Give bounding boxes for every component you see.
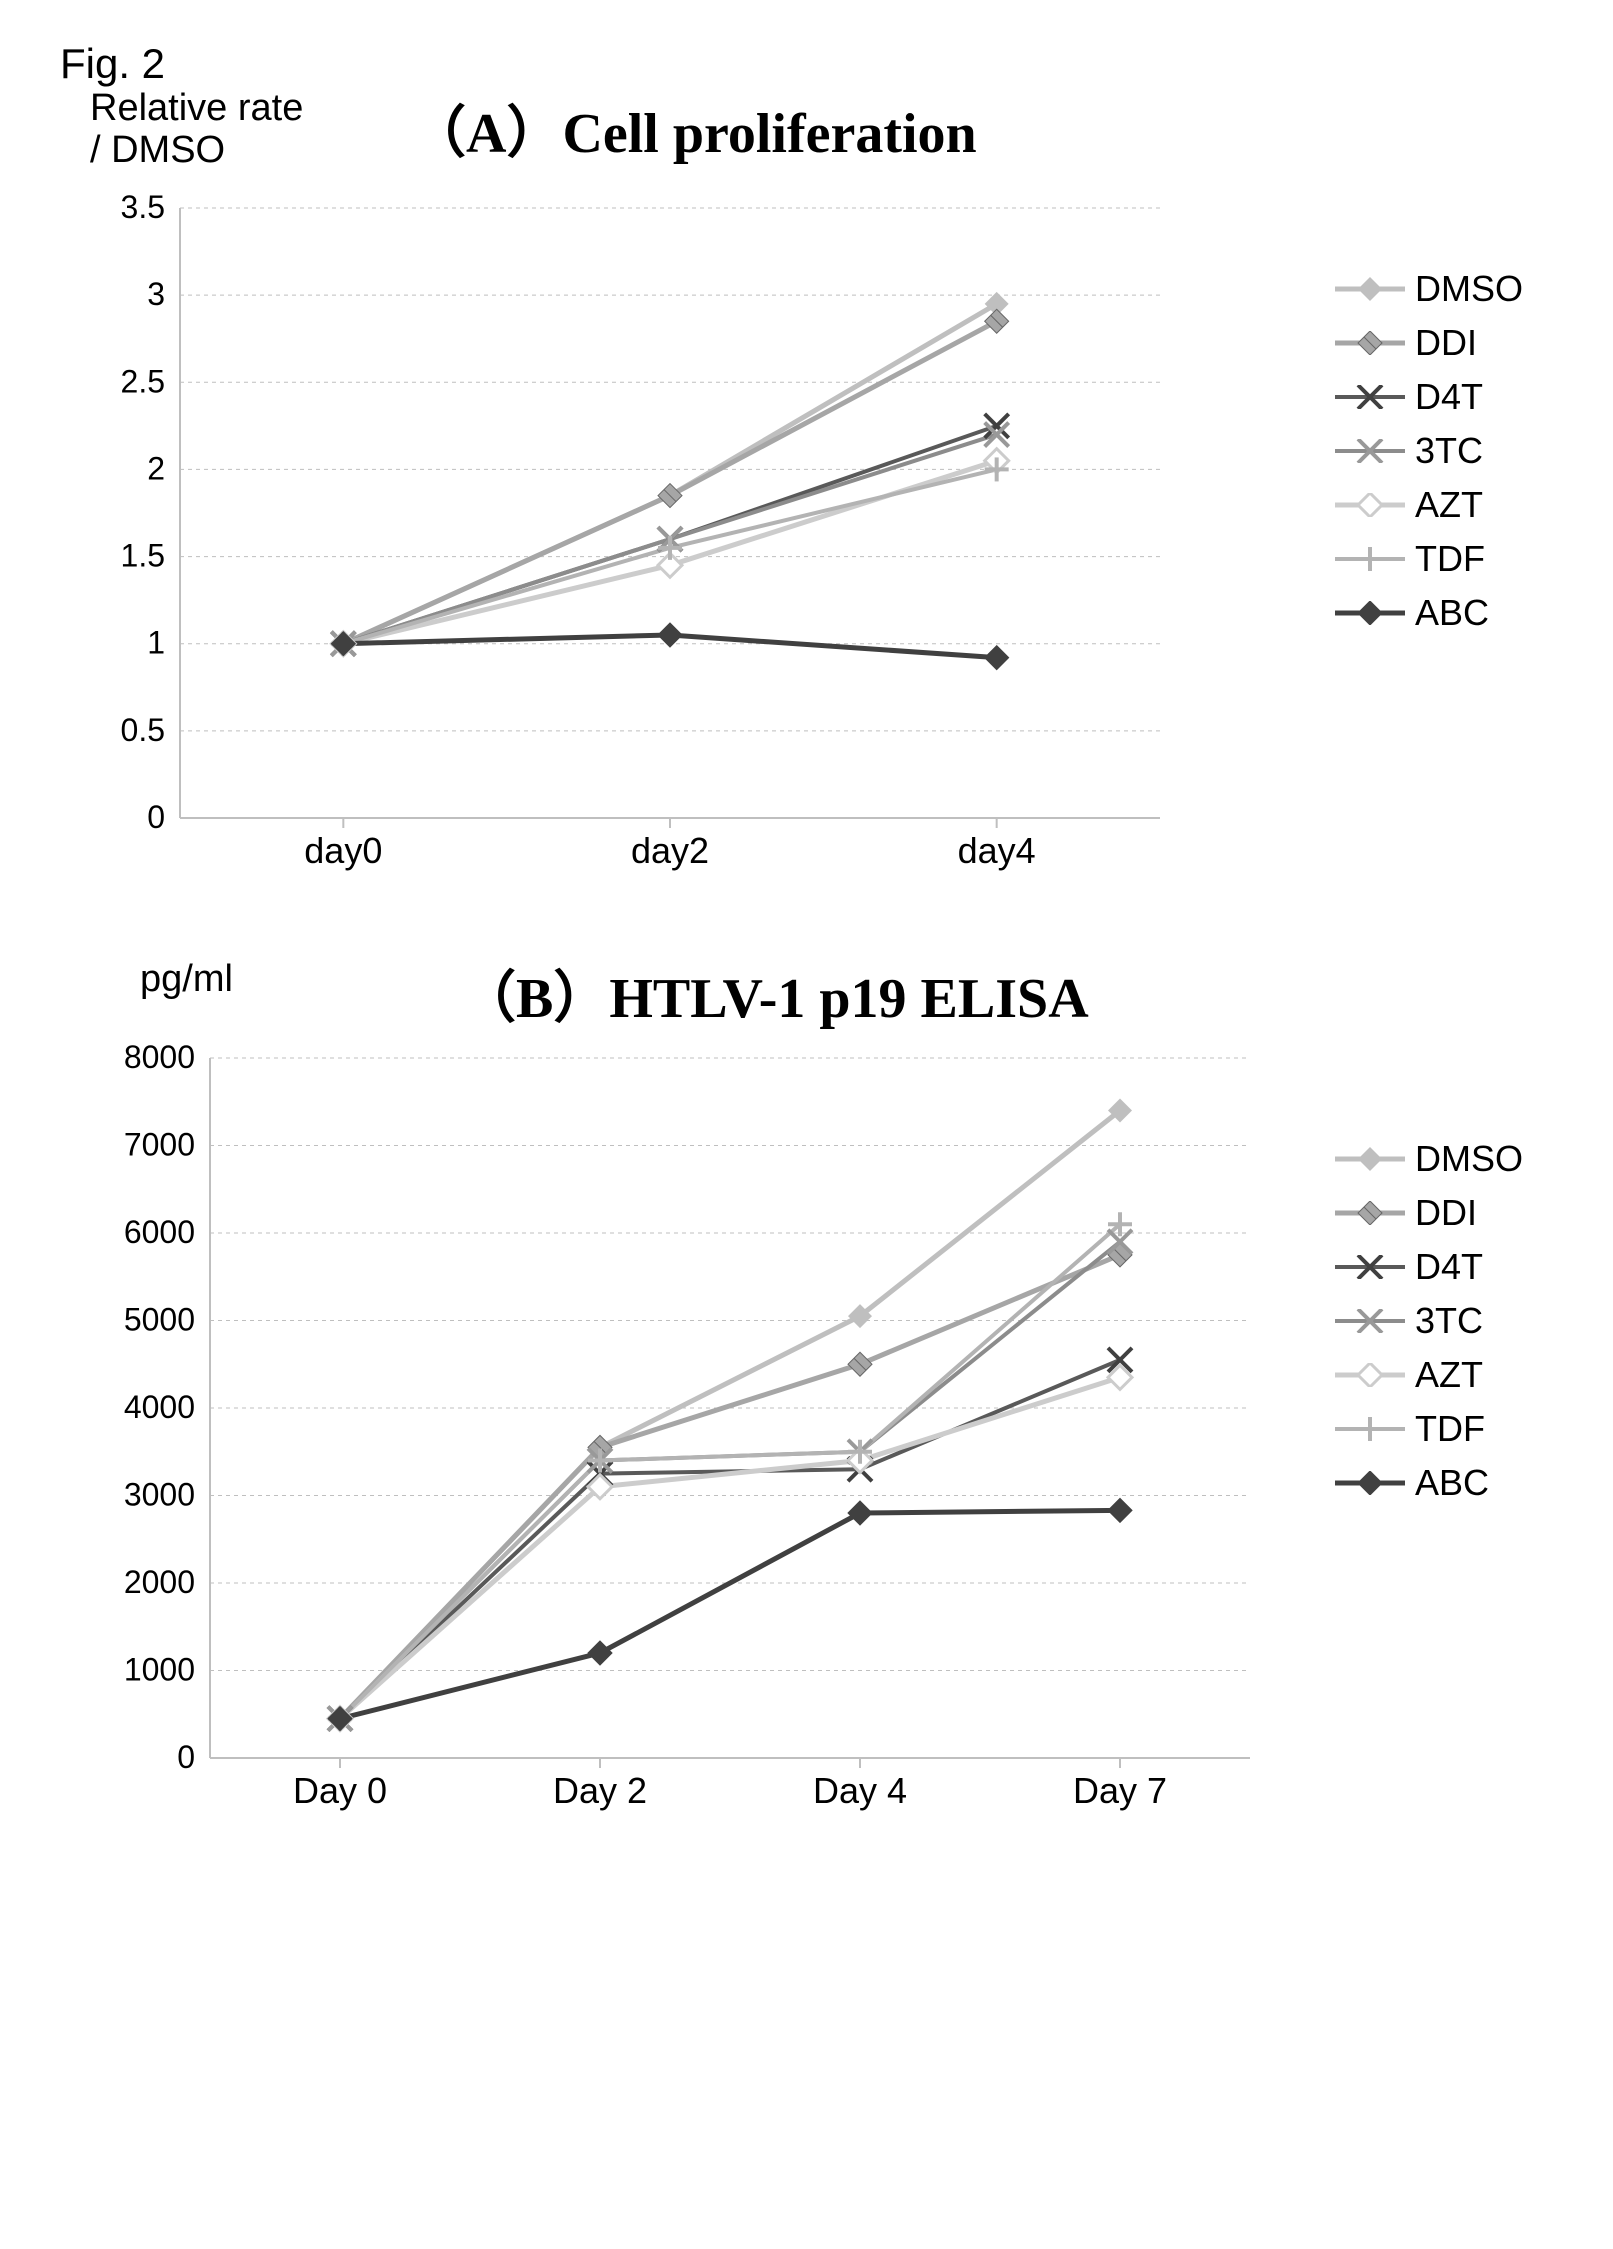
svg-text:day2: day2 (631, 830, 709, 871)
legend-label: AZT (1415, 484, 1483, 526)
svg-text:0: 0 (177, 1739, 195, 1775)
chart-b-svg: 0 1000 2000 3000 4000 5000 6000 7000 8000 Day 0 Da… (60, 1038, 1320, 1858)
legend-item: ABC (1335, 592, 1523, 634)
legend-label: 3TC (1415, 1300, 1483, 1342)
legend-item: DMSO (1335, 268, 1523, 310)
chart-b-legend: DMSO DDI D4T 3TC AZT TDF ABC (1335, 1138, 1523, 1516)
legend-label: DMSO (1415, 268, 1523, 310)
legend-label: D4T (1415, 1246, 1483, 1288)
chart-a-title: （A）Cell proliferation (410, 88, 977, 169)
legend-label: DDI (1415, 322, 1477, 364)
svg-text:4000: 4000 (124, 1389, 195, 1425)
legend-item: AZT (1335, 1354, 1523, 1396)
legend-label: ABC (1415, 592, 1489, 634)
legend-item: 3TC (1335, 1300, 1523, 1342)
svg-text:1000: 1000 (124, 1652, 195, 1688)
svg-text:1.5: 1.5 (121, 538, 165, 574)
legend-label: D4T (1415, 376, 1483, 418)
legend-item: 3TC (1335, 430, 1523, 472)
chart-a-block: Relative rate / DMSO （A）Cell proliferati… (60, 98, 1553, 858)
figure-label: Fig. 2 (60, 40, 1553, 88)
svg-text:Day 2: Day 2 (553, 1770, 647, 1811)
chart-a-title-text: Cell proliferation (562, 103, 976, 165)
legend-item: DDI (1335, 1192, 1523, 1234)
chart-a-legend: DMSO DDI D4T 3TC AZT TDF ABC (1335, 268, 1523, 646)
svg-text:8000: 8000 (124, 1039, 195, 1075)
chart-b-block: pg/ml （B）HTLV-1 p19 ELISA 01000200030004… (60, 978, 1553, 1858)
svg-text:Day 7: Day 7 (1073, 1770, 1167, 1811)
legend-item: ABC (1335, 1462, 1523, 1504)
svg-text:1: 1 (147, 625, 165, 661)
chart-a-svg: 0 0.5 1 1.5 2 2.5 3 3.5 day0 day2 day4 (60, 188, 1260, 928)
svg-text:2000: 2000 (124, 1564, 195, 1600)
legend-item: AZT (1335, 484, 1523, 526)
figure-page: Fig. 2 Relative rate / DMSO （A）Cell prol… (0, 0, 1613, 1958)
legend-label: TDF (1415, 1408, 1485, 1450)
legend-item: DDI (1335, 322, 1523, 364)
svg-text:day4: day4 (958, 830, 1036, 871)
svg-text:3: 3 (147, 276, 165, 312)
svg-text:Day 4: Day 4 (813, 1770, 907, 1811)
chart-b-title-prefix: （B） (460, 968, 609, 1030)
legend-item: D4T (1335, 1246, 1523, 1288)
chart-a-title-prefix: （A） (410, 103, 562, 165)
legend-item: TDF (1335, 538, 1523, 580)
legend-label: 3TC (1415, 430, 1483, 472)
svg-text:Day 0: Day 0 (293, 1770, 387, 1811)
svg-text:6000: 6000 (124, 1214, 195, 1250)
chart-a-yaxis-text: Relative rate / DMSO (90, 87, 303, 171)
chart-a-y-axis-label: Relative rate / DMSO (90, 88, 303, 172)
svg-text:7000: 7000 (124, 1127, 195, 1163)
legend-item: DMSO (1335, 1138, 1523, 1180)
svg-text:0: 0 (147, 799, 165, 835)
legend-label: TDF (1415, 538, 1485, 580)
svg-text:2: 2 (147, 450, 165, 486)
svg-text:0.5: 0.5 (121, 712, 165, 748)
svg-text:3.5: 3.5 (121, 189, 165, 225)
chart-b-yaxis-text: pg/ml (140, 958, 233, 1000)
legend-label: DMSO (1415, 1138, 1523, 1180)
svg-text:2.5: 2.5 (121, 363, 165, 399)
legend-label: ABC (1415, 1462, 1489, 1504)
svg-text:3000: 3000 (124, 1477, 195, 1513)
svg-text:day0: day0 (304, 830, 382, 871)
chart-b-title-text: HTLV-1 p19 ELISA (609, 968, 1088, 1030)
legend-item: TDF (1335, 1408, 1523, 1450)
legend-label: AZT (1415, 1354, 1483, 1396)
legend-label: DDI (1415, 1192, 1477, 1234)
legend-item: D4T (1335, 376, 1523, 418)
svg-text:5000: 5000 (124, 1302, 195, 1338)
chart-b-title: （B）HTLV-1 p19 ELISA (460, 953, 1089, 1034)
chart-b-y-axis-label: pg/ml (140, 958, 233, 1001)
